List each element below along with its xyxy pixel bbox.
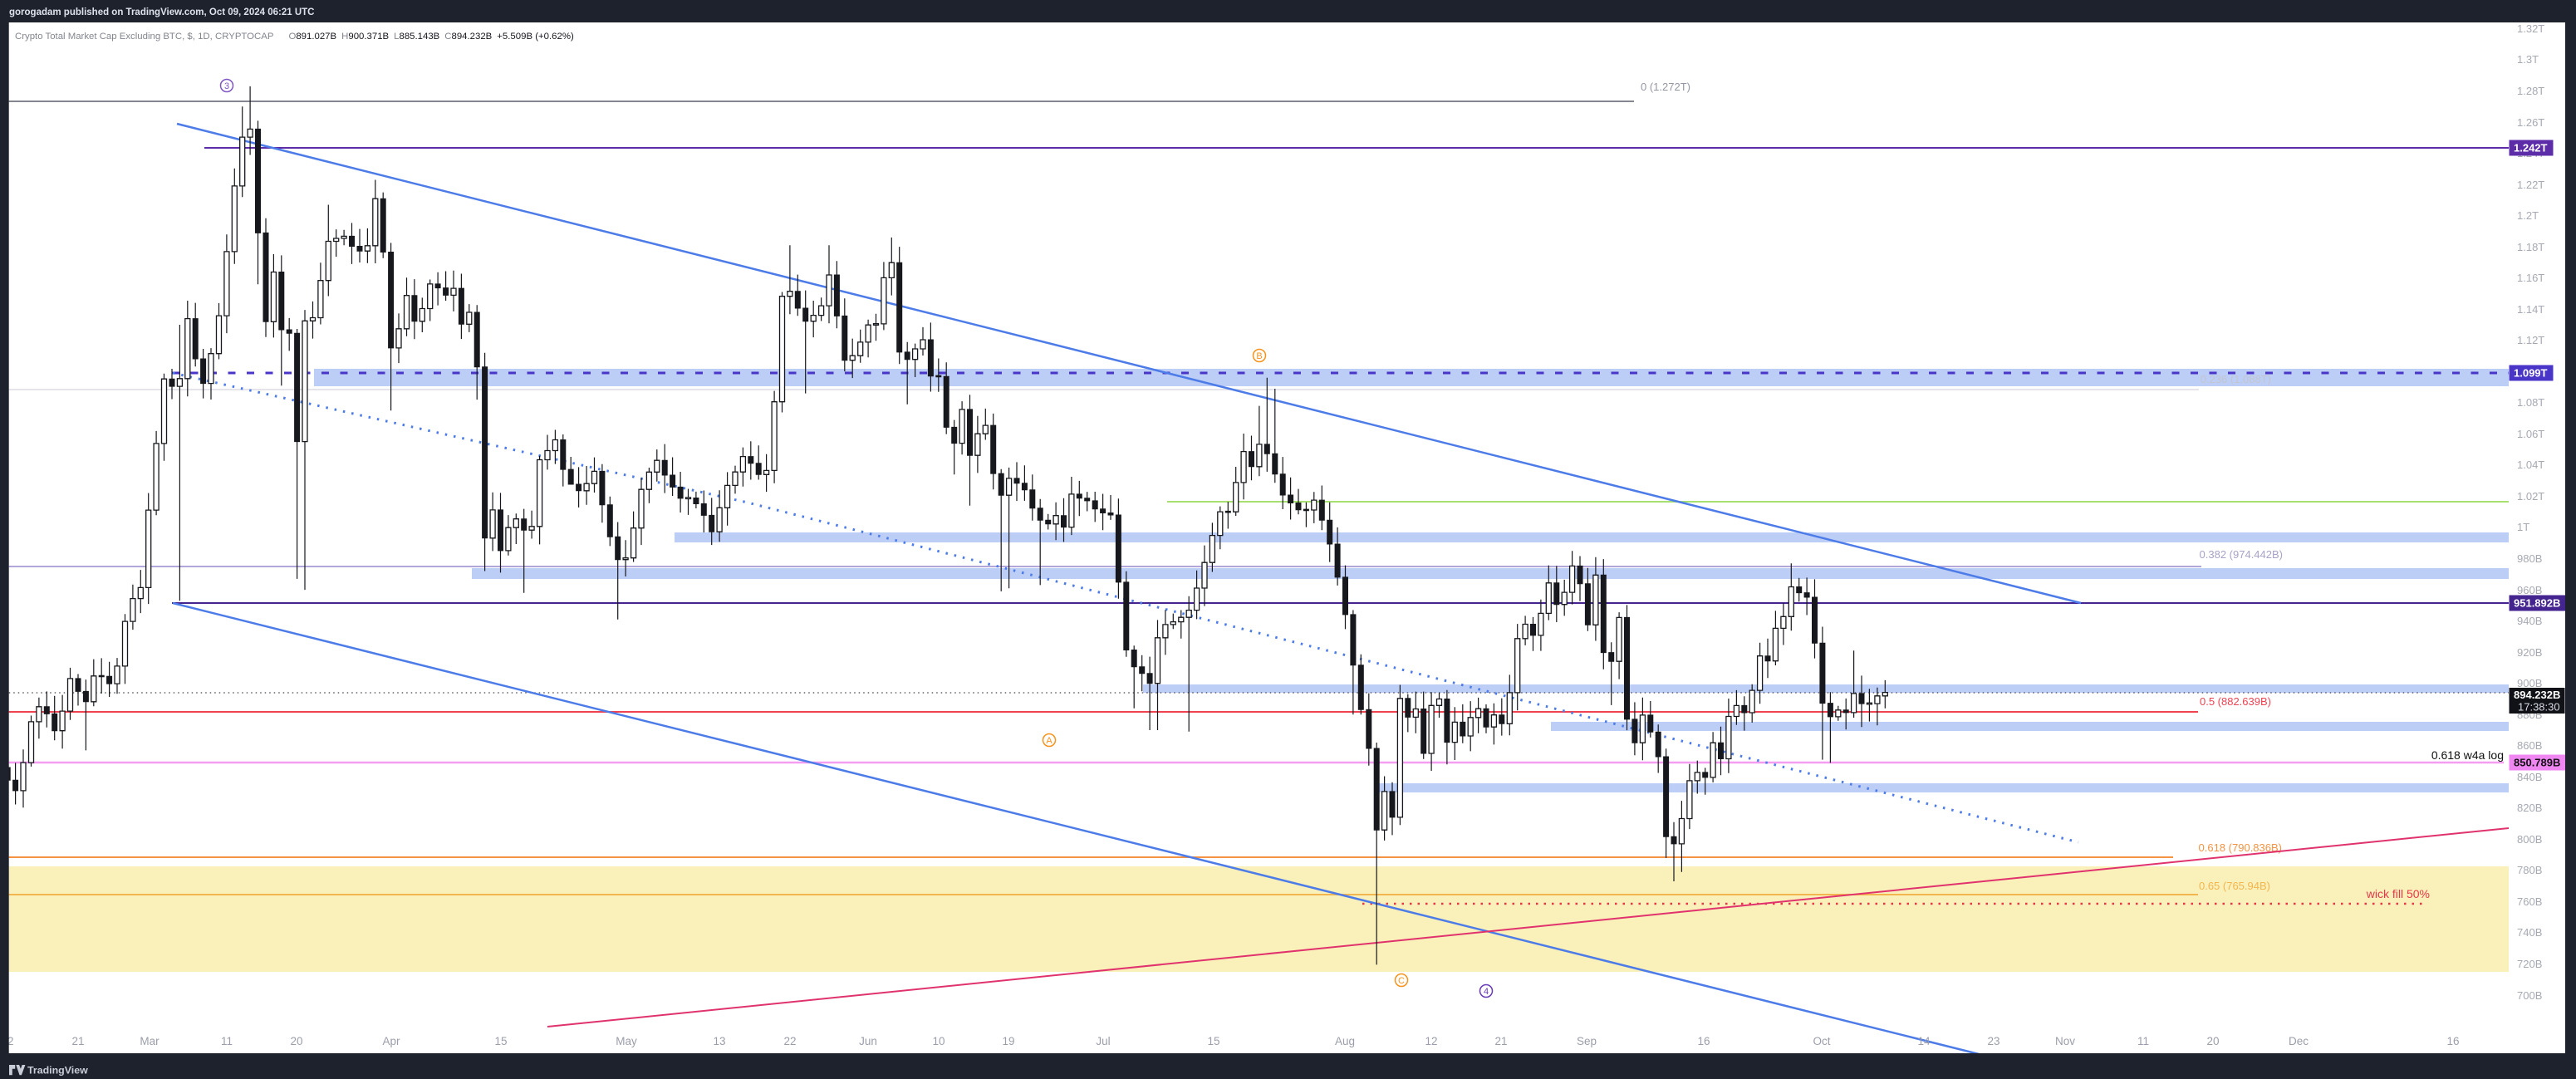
svg-text:0.65 (765.94B): 0.65 (765.94B) xyxy=(2199,880,2270,892)
svg-text:0.618 (790.836B): 0.618 (790.836B) xyxy=(2199,841,2282,854)
svg-text:A: A xyxy=(1046,736,1052,746)
svg-text:1T: 1T xyxy=(2517,521,2529,533)
svg-text:12: 12 xyxy=(1425,1035,1437,1047)
svg-text:May: May xyxy=(616,1035,637,1047)
svg-text:Oct: Oct xyxy=(1813,1035,1830,1047)
svg-text:900B: 900B xyxy=(2517,677,2542,689)
svg-text:20: 20 xyxy=(2206,1035,2219,1047)
svg-text:B: B xyxy=(1256,351,1262,361)
svg-text:Apr: Apr xyxy=(382,1035,400,1047)
svg-text:860B: 860B xyxy=(2517,739,2542,752)
svg-text:1.26T: 1.26T xyxy=(2517,116,2544,129)
svg-text:16: 16 xyxy=(1697,1035,1710,1047)
svg-text:Crypto Total Market Cap Exclud: Crypto Total Market Cap Excluding BTC, $… xyxy=(15,32,574,42)
svg-text:850.789B: 850.789B xyxy=(2514,757,2560,769)
svg-text:11: 11 xyxy=(221,1035,233,1047)
svg-text:820B: 820B xyxy=(2517,802,2542,814)
svg-text:1.04T: 1.04T xyxy=(2517,459,2544,471)
svg-text:14: 14 xyxy=(1917,1035,1931,1047)
svg-text:23: 23 xyxy=(1987,1035,1999,1047)
svg-text:Jun: Jun xyxy=(859,1035,877,1047)
svg-text:wick fill 50%: wick fill 50% xyxy=(2366,887,2430,900)
svg-text:17:38:30: 17:38:30 xyxy=(2518,701,2560,714)
svg-text:740B: 740B xyxy=(2517,926,2542,939)
svg-text:1.16T: 1.16T xyxy=(2517,272,2544,284)
svg-text:1.3T: 1.3T xyxy=(2517,53,2539,66)
svg-text:15: 15 xyxy=(494,1035,507,1047)
svg-text:760B: 760B xyxy=(2517,895,2542,908)
svg-text:1.242T: 1.242T xyxy=(2514,142,2548,154)
svg-text:840B: 840B xyxy=(2517,771,2542,783)
svg-text:1.32T: 1.32T xyxy=(2517,22,2544,35)
svg-text:21: 21 xyxy=(71,1035,84,1047)
svg-text:960B: 960B xyxy=(2517,584,2542,596)
svg-text:Mar: Mar xyxy=(140,1035,159,1047)
svg-text:19: 19 xyxy=(1002,1035,1014,1047)
svg-text:1.12T: 1.12T xyxy=(2517,334,2544,346)
svg-text:700B: 700B xyxy=(2517,989,2542,1002)
svg-text:1.18T: 1.18T xyxy=(2517,241,2544,253)
svg-text:20: 20 xyxy=(290,1035,302,1047)
svg-text:920B: 920B xyxy=(2517,646,2542,659)
svg-text:Jul: Jul xyxy=(1096,1035,1110,1047)
svg-text:Dec: Dec xyxy=(2289,1035,2309,1047)
svg-text:Nov: Nov xyxy=(2055,1035,2075,1047)
svg-text:TradingView: TradingView xyxy=(27,1065,88,1077)
svg-text:4: 4 xyxy=(1484,987,1489,997)
svg-text:10: 10 xyxy=(932,1035,945,1047)
svg-text:720B: 720B xyxy=(2517,958,2542,970)
svg-text:15: 15 xyxy=(1207,1035,1219,1047)
svg-text:980B: 980B xyxy=(2517,552,2542,565)
svg-text:1.22T: 1.22T xyxy=(2517,179,2544,191)
svg-text:894.232B: 894.232B xyxy=(2514,689,2560,701)
svg-text:0 (1.272T): 0 (1.272T) xyxy=(1641,81,1690,93)
svg-text:3: 3 xyxy=(224,81,229,91)
svg-text:21: 21 xyxy=(1494,1035,1507,1047)
svg-text:0.5 (882.639B): 0.5 (882.639B) xyxy=(2200,695,2271,708)
svg-text:0.382 (974.442B): 0.382 (974.442B) xyxy=(2200,548,2283,561)
svg-text:C: C xyxy=(1398,976,1405,986)
svg-text:1.14T: 1.14T xyxy=(2517,303,2544,316)
svg-text:780B: 780B xyxy=(2517,864,2542,876)
svg-text:1.02T: 1.02T xyxy=(2517,490,2544,503)
svg-text:0.618 w4a log: 0.618 w4a log xyxy=(2431,748,2504,762)
svg-text:16: 16 xyxy=(2446,1035,2459,1047)
svg-text:gorogadam published on Trading: gorogadam published on TradingView.com, … xyxy=(9,7,314,17)
svg-text:1.06T: 1.06T xyxy=(2517,428,2544,440)
svg-text:13: 13 xyxy=(713,1035,725,1047)
svg-text:Sep: Sep xyxy=(1577,1035,1597,1047)
svg-text:11: 11 xyxy=(2137,1035,2149,1047)
svg-text:22: 22 xyxy=(783,1035,796,1047)
svg-text:951.892B: 951.892B xyxy=(2514,597,2560,610)
svg-text:1.099T: 1.099T xyxy=(2514,367,2548,380)
svg-text:1.28T: 1.28T xyxy=(2517,85,2544,97)
svg-text:800B: 800B xyxy=(2517,833,2542,846)
svg-text:Aug: Aug xyxy=(1335,1035,1355,1047)
svg-text:0.236 (1.088T): 0.236 (1.088T) xyxy=(2201,373,2271,385)
svg-text:1.08T: 1.08T xyxy=(2517,396,2544,409)
svg-text:940B: 940B xyxy=(2517,615,2542,627)
svg-text:1.2T: 1.2T xyxy=(2517,209,2539,222)
